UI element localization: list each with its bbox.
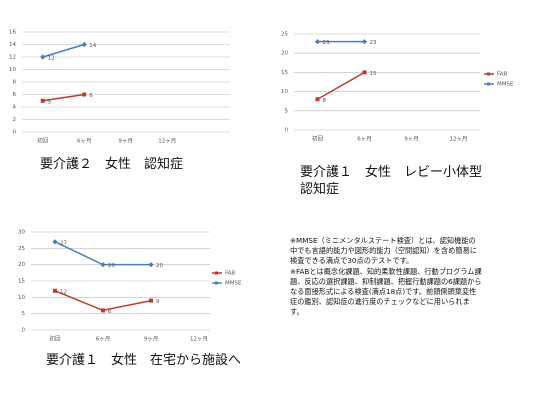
- x-tick-label: 12ヶ月: [190, 336, 208, 343]
- y-tick-label: 0: [22, 328, 26, 334]
- y-tick-label: 12: [9, 55, 16, 61]
- legend-marker: [487, 72, 490, 76]
- y-tick-label: 8: [13, 80, 17, 86]
- x-tick-label: 9ヶ月: [119, 138, 134, 145]
- data-label: 14: [89, 43, 96, 49]
- data-label: 20: [108, 263, 115, 269]
- marker: [101, 308, 105, 313]
- marker: [40, 98, 45, 103]
- y-tick-label: 4: [13, 105, 17, 111]
- note-text: ※MMSE（ミニメンタルステート検査）とは、認知機能の中でも言語的能力や図形的能…: [290, 236, 477, 266]
- legend-marker: [487, 82, 490, 86]
- y-tick-label: 20: [281, 51, 288, 57]
- data-label: 6: [108, 309, 112, 315]
- y-tick-label: 14: [9, 42, 16, 48]
- y-tick-label: 0: [285, 128, 289, 134]
- x-tick-label: 9ヶ月: [144, 336, 159, 343]
- y-tick-label: 0: [13, 130, 17, 136]
- series-line: [54, 290, 152, 312]
- marker: [314, 39, 321, 45]
- legend-label: MMSE: [497, 82, 514, 88]
- series-line: [42, 93, 85, 102]
- data-label: 5: [48, 99, 52, 105]
- y-tick-label: 25: [281, 32, 288, 38]
- marker: [82, 92, 87, 97]
- data-label: 12: [48, 56, 55, 62]
- y-tick-label: 10: [18, 295, 25, 301]
- marker: [52, 239, 58, 245]
- y-tick-label: 15: [281, 70, 288, 76]
- y-tick-label: 5: [285, 108, 289, 114]
- x-tick-label: 初回: [312, 135, 324, 143]
- y-tick-label: 10: [9, 67, 16, 73]
- y-tick-label: 10: [281, 89, 288, 95]
- y-tick-label: 6: [13, 92, 17, 98]
- data-label: 23: [323, 40, 330, 46]
- x-tick-label: 初回: [37, 137, 49, 145]
- x-tick-label: 9ヶ月: [404, 136, 419, 143]
- data-label: 23: [370, 40, 377, 46]
- data-label: 12: [60, 289, 67, 295]
- note-text: ※FABとは概念化課題、知的柔軟性課題、行動プログラム課題、反応の選択課題、抑制…: [290, 266, 482, 317]
- legend-label: FAB: [497, 72, 507, 78]
- x-tick-label: 6ヶ月: [96, 336, 111, 343]
- marker: [361, 39, 368, 45]
- data-label: 8: [323, 98, 327, 104]
- data-label: 20: [156, 263, 163, 269]
- data-label: 9: [156, 299, 160, 305]
- x-tick-label: 12ヶ月: [450, 136, 468, 143]
- series-line: [42, 43, 85, 58]
- x-tick-label: 6ヶ月: [357, 136, 372, 143]
- caption: 要介護１ 女性 レビー小体型認知症: [300, 165, 483, 197]
- caption: 要介護１ 女性 在宅から施設へ: [46, 353, 242, 368]
- legend-label: MMSE: [225, 281, 242, 287]
- marker: [53, 288, 57, 293]
- data-label: 27: [60, 240, 67, 246]
- marker: [362, 70, 367, 75]
- legend-marker: [215, 271, 218, 275]
- y-tick-label: 16: [9, 30, 16, 36]
- data-label: 15: [370, 71, 377, 77]
- x-tick-label: 6ヶ月: [77, 138, 92, 145]
- caption: 要介護２ 女性 認知症: [40, 157, 184, 172]
- data-label: 6: [89, 93, 93, 99]
- marker: [81, 41, 87, 48]
- legend-label: FAB: [225, 271, 235, 277]
- y-tick-label: 2: [13, 117, 17, 123]
- y-tick-label: 30: [18, 230, 25, 236]
- x-tick-label: 12ヶ月: [158, 138, 176, 145]
- series-line: [317, 71, 365, 100]
- marker: [315, 97, 320, 102]
- y-tick-label: 20: [18, 262, 25, 268]
- note: ※MMSE（ミニメンタルステート検査）とは、認知機能の中でも言語的能力や図形的能…: [290, 236, 482, 318]
- marker: [148, 262, 154, 268]
- legend-marker: [215, 281, 218, 285]
- marker: [149, 298, 153, 303]
- series-line: [54, 241, 151, 266]
- y-tick-label: 25: [18, 246, 25, 252]
- y-tick-label: 5: [22, 311, 26, 317]
- y-tick-label: 15: [18, 279, 25, 285]
- x-tick-label: 初回: [49, 335, 61, 343]
- marker: [100, 262, 106, 268]
- marker: [40, 54, 46, 60]
